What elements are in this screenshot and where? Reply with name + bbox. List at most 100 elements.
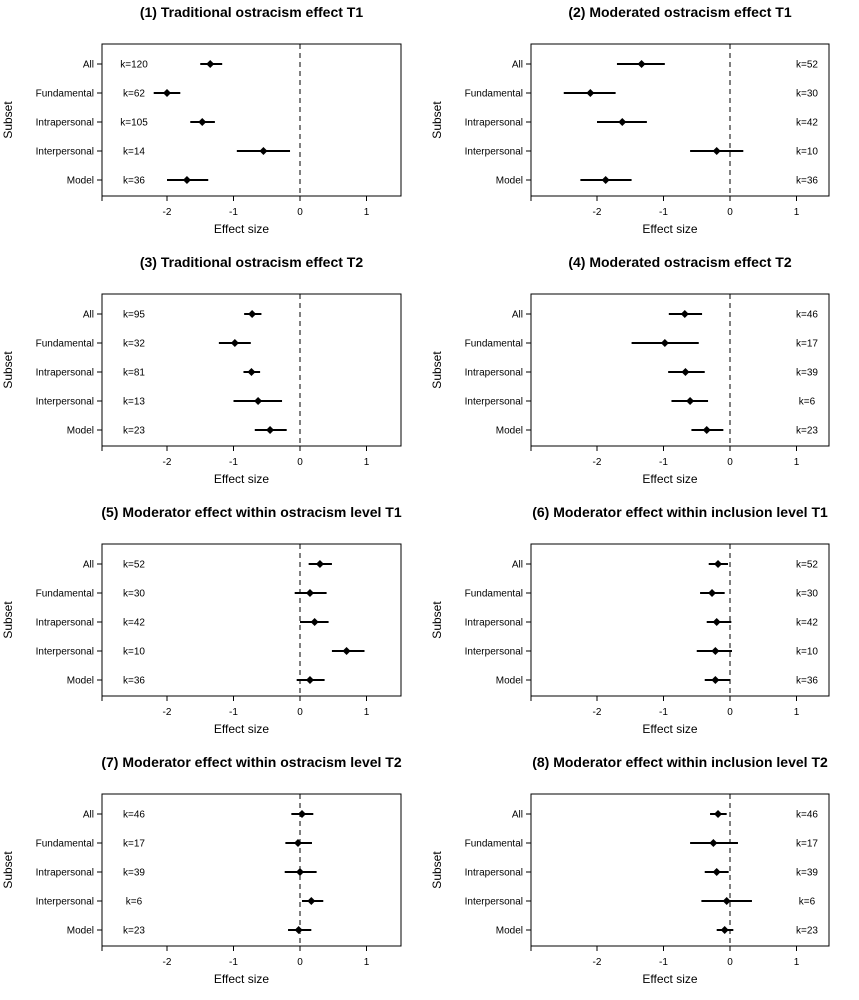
plot-frame xyxy=(101,43,402,197)
estimate-point xyxy=(714,560,723,568)
x-tick-label: -2 xyxy=(593,207,602,218)
category-label: Fundamental xyxy=(465,839,523,850)
category-label: Intrapersonal xyxy=(465,618,523,629)
x-tick-label: 1 xyxy=(364,457,370,468)
y-axis-label: Subset xyxy=(430,101,444,139)
category-label: Model xyxy=(496,426,523,437)
estimate-point xyxy=(266,426,275,434)
plot-frame xyxy=(530,43,830,197)
estimate-point xyxy=(712,618,721,626)
estimate-point xyxy=(660,339,669,347)
category-label: Fundamental xyxy=(465,589,523,600)
category-label: Intrapersonal xyxy=(36,368,94,379)
category-label: Fundamental xyxy=(36,89,94,100)
k-label: k=23 xyxy=(123,426,145,437)
forest-panel-2: (2) Moderated ostracism effect T1 All k=52… xyxy=(430,4,830,236)
estimate-point xyxy=(182,176,191,184)
k-label: k=36 xyxy=(796,176,818,187)
x-tick-label: -1 xyxy=(229,957,238,968)
x-tick-label: 1 xyxy=(364,207,370,218)
panel-title: (3) Traditional ostracism effect T2 xyxy=(140,254,363,270)
category-label: All xyxy=(512,810,523,821)
x-tick-label: 0 xyxy=(297,957,303,968)
forest-panel-1: (1) Traditional ostracism effect T1 All k=… xyxy=(1,4,402,236)
x-tick-label: -1 xyxy=(229,207,238,218)
estimate-point xyxy=(702,426,711,434)
k-label: k=23 xyxy=(796,426,818,437)
estimate-point xyxy=(259,147,268,155)
estimate-point xyxy=(722,897,731,905)
forest-panel-8: (8) Moderator effect within inclusion le… xyxy=(430,754,830,986)
x-axis-label: Effect size xyxy=(642,222,697,236)
k-label: k=36 xyxy=(123,676,145,687)
category-label: Intrapersonal xyxy=(36,868,94,879)
category-label: Intrapersonal xyxy=(465,368,523,379)
category-label: Intrapersonal xyxy=(36,618,94,629)
panel-title: (6) Moderator effect within inclusion le… xyxy=(532,504,828,520)
x-tick-label: 0 xyxy=(297,457,303,468)
category-label: All xyxy=(512,560,523,571)
k-label: k=105 xyxy=(120,118,148,129)
estimate-point xyxy=(586,89,595,97)
k-label: k=42 xyxy=(123,618,145,629)
category-label: Fundamental xyxy=(36,589,94,600)
k-label: k=42 xyxy=(796,618,818,629)
k-label: k=30 xyxy=(796,589,818,600)
k-label: k=23 xyxy=(123,926,145,937)
category-label: All xyxy=(83,810,94,821)
plot-frame xyxy=(101,543,402,697)
k-label: k=36 xyxy=(796,676,818,687)
estimate-point xyxy=(248,310,257,318)
estimate-point xyxy=(637,60,646,68)
category-label: Fundamental xyxy=(36,339,94,350)
k-label: k=39 xyxy=(796,368,818,379)
y-axis-label: Subset xyxy=(1,101,15,139)
estimate-point xyxy=(712,868,721,876)
estimate-point xyxy=(296,868,304,876)
x-tick-label: 1 xyxy=(364,957,370,968)
estimate-point xyxy=(681,368,690,376)
estimate-point xyxy=(708,589,717,597)
k-label: k=52 xyxy=(796,60,818,71)
panel-title: (1) Traditional ostracism effect T1 xyxy=(140,4,363,20)
k-label: k=95 xyxy=(123,310,145,321)
estimate-point xyxy=(206,60,215,68)
k-label: k=17 xyxy=(796,339,818,350)
y-axis-label: Subset xyxy=(430,351,444,389)
k-label: k=46 xyxy=(123,810,145,821)
y-axis-label: Subset xyxy=(430,601,444,639)
y-axis-label: Subset xyxy=(1,351,15,389)
estimate-point xyxy=(601,176,610,184)
k-label: k=32 xyxy=(123,339,145,350)
x-tick-label: 0 xyxy=(727,207,733,218)
estimate-point xyxy=(254,397,263,405)
x-axis-label: Effect size xyxy=(214,472,269,486)
x-tick-label: -2 xyxy=(163,457,172,468)
x-axis-label: Effect size xyxy=(214,972,269,986)
plot-frame xyxy=(101,793,402,947)
category-label: Intrapersonal xyxy=(36,118,94,129)
plot-frame xyxy=(530,543,830,697)
plot-frame xyxy=(530,793,830,947)
panel-title: (5) Moderator effect within ostracism le… xyxy=(101,504,402,520)
estimate-point xyxy=(709,839,718,847)
panel-title: (4) Moderated ostracism effect T2 xyxy=(568,254,791,270)
k-label: k=6 xyxy=(126,897,143,908)
category-label: All xyxy=(512,60,523,71)
k-label: k=46 xyxy=(796,310,818,321)
plot-frame xyxy=(101,293,402,447)
estimate-point xyxy=(307,897,316,905)
category-label: Fundamental xyxy=(36,839,94,850)
estimate-point xyxy=(310,618,319,626)
category-label: Interpersonal xyxy=(36,397,94,408)
k-label: k=10 xyxy=(796,647,818,658)
panel-title: (7) Moderator effect within ostracism le… xyxy=(101,754,402,770)
x-axis-label: Effect size xyxy=(214,722,269,736)
x-tick-label: 1 xyxy=(794,957,800,968)
estimate-point xyxy=(163,89,171,97)
estimate-point xyxy=(720,926,729,934)
x-tick-label: -1 xyxy=(659,707,668,718)
forest-panel-7: (7) Moderator effect within ostracism le… xyxy=(1,754,402,986)
estimate-point xyxy=(305,676,314,684)
